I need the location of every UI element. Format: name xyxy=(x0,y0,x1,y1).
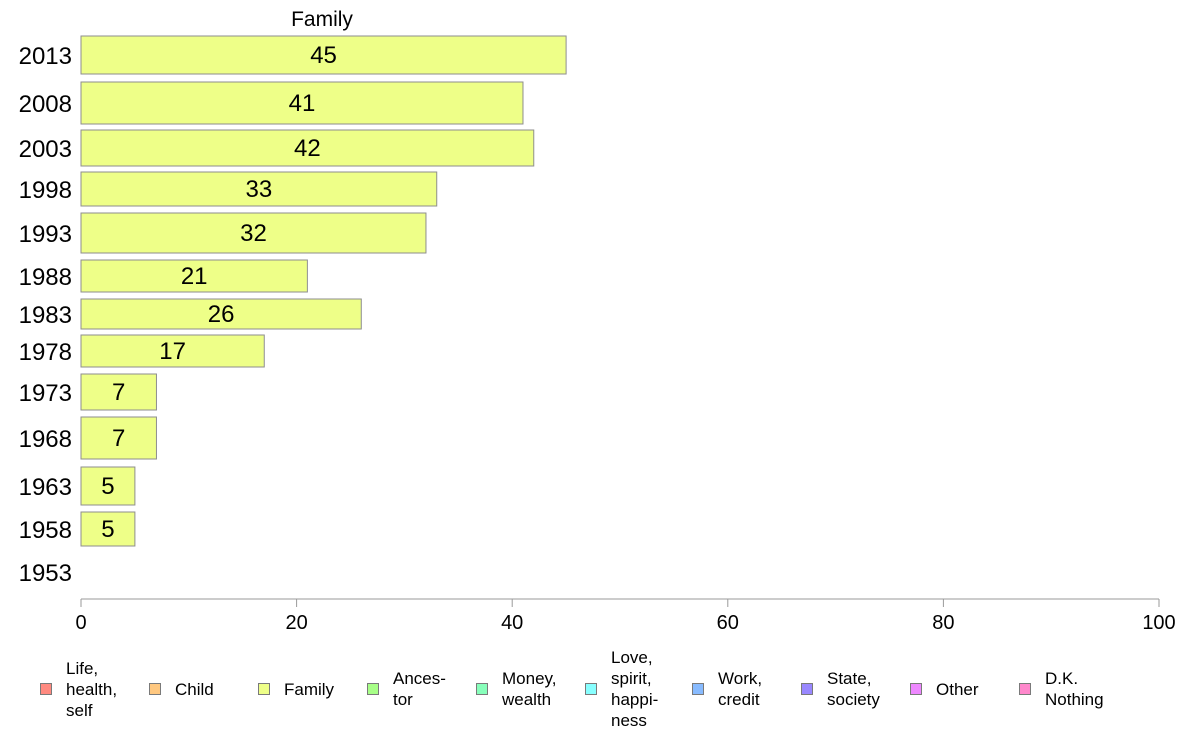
data-label-1988: 21 xyxy=(181,263,208,290)
y-tick-label-1983: 1983 xyxy=(19,302,72,329)
legend-label: Love, spirit, happi- ness xyxy=(611,648,659,730)
y-tick-label-1968: 1968 xyxy=(19,426,72,453)
data-label-1983: 26 xyxy=(208,301,235,328)
y-tick-label-2013: 2013 xyxy=(19,43,72,70)
data-label-1993: 32 xyxy=(240,220,267,247)
bar-1978 xyxy=(80,334,265,368)
legend-swatch xyxy=(367,683,379,695)
legend-swatch xyxy=(910,683,922,695)
legend-item: Life, health, self xyxy=(40,658,117,721)
legend-item: Ances- tor xyxy=(367,668,446,710)
x-axis: 0 20 40 60 80 100 xyxy=(75,598,1176,634)
legend-label: Life, health, self xyxy=(66,658,118,720)
y-tick-label-1998: 1998 xyxy=(19,177,72,204)
data-label-1963: 5 xyxy=(101,473,114,500)
legend: Life, health, self Child Family Ances- tor M… xyxy=(0,640,1188,736)
y-tick-label-2003: 2003 xyxy=(19,136,72,163)
legend-item: Child xyxy=(149,679,214,700)
legend-label: Money, wealth xyxy=(502,669,557,709)
bar-1993 xyxy=(80,212,427,254)
data-label-1973: 7 xyxy=(112,379,125,406)
y-tick-label-1953: 1953 xyxy=(19,560,72,587)
bar-1998 xyxy=(80,171,438,207)
bar-1983 xyxy=(80,298,362,330)
data-label-1978: 17 xyxy=(159,338,186,365)
bar-1968 xyxy=(80,416,157,460)
x-tick-label-60: 60 xyxy=(717,612,739,634)
legend-label: Work, credit xyxy=(718,669,763,709)
data-label-1998: 33 xyxy=(246,176,273,203)
legend-swatch xyxy=(40,683,52,695)
legend-label: Family xyxy=(284,679,335,699)
legend-item: Other xyxy=(910,679,979,700)
bar-1973 xyxy=(80,373,157,411)
data-label-2008: 41 xyxy=(289,90,316,117)
y-tick-label-1958: 1958 xyxy=(19,517,72,544)
y-tick-label-1978: 1978 xyxy=(19,339,72,366)
y-tick-label-2008: 2008 xyxy=(19,91,72,118)
y-tick-label-1988: 1988 xyxy=(19,264,72,291)
data-label-1958: 5 xyxy=(101,516,114,543)
bar-1958 xyxy=(80,511,136,547)
legend-swatch xyxy=(801,683,813,695)
x-tick-label-40: 40 xyxy=(501,612,523,634)
bar-1988 xyxy=(80,259,308,293)
legend-label: State, society xyxy=(827,669,880,709)
legend-item: Family xyxy=(258,679,334,700)
legend-item: Love, spirit, happi- ness xyxy=(585,647,658,731)
legend-swatch xyxy=(476,683,488,695)
bar-1963 xyxy=(80,466,136,506)
legend-swatch xyxy=(692,683,704,695)
y-tick-label-1973: 1973 xyxy=(19,380,72,407)
bar-2013 xyxy=(80,35,567,75)
data-label-2013: 45 xyxy=(310,42,337,69)
x-tick-label-100: 100 xyxy=(1142,612,1175,634)
legend-swatch xyxy=(585,683,597,695)
x-tick-label-20: 20 xyxy=(285,612,307,634)
y-axis: 2013 2008 2003 1998 1993 1988 1983 1978 1973 1968… xyxy=(19,43,72,587)
legend-item: Work, credit xyxy=(692,668,762,710)
legend-swatch xyxy=(1019,683,1031,695)
legend-item: D.K. Nothing xyxy=(1019,668,1104,710)
x-tick-label-80: 80 xyxy=(932,612,954,634)
data-label-1968: 7 xyxy=(112,425,125,452)
legend-item: Money, wealth xyxy=(476,668,557,710)
legend-label: D.K. Nothing xyxy=(1045,669,1104,709)
legend-label: Other xyxy=(936,679,979,699)
bar-2008 xyxy=(80,81,524,125)
y-tick-label-1993: 1993 xyxy=(19,221,72,248)
legend-swatch xyxy=(149,683,161,695)
x-tick-label-0: 0 xyxy=(75,612,86,634)
legend-label: Child xyxy=(175,679,214,699)
y-tick-label-1963: 1963 xyxy=(19,474,72,501)
legend-swatch xyxy=(258,683,270,695)
data-label-2003: 42 xyxy=(294,135,321,162)
chart-title: Family xyxy=(291,8,353,31)
legend-item: State, society xyxy=(801,668,880,710)
bar-2003 xyxy=(80,129,535,167)
legend-label: Ances- tor xyxy=(393,669,446,709)
